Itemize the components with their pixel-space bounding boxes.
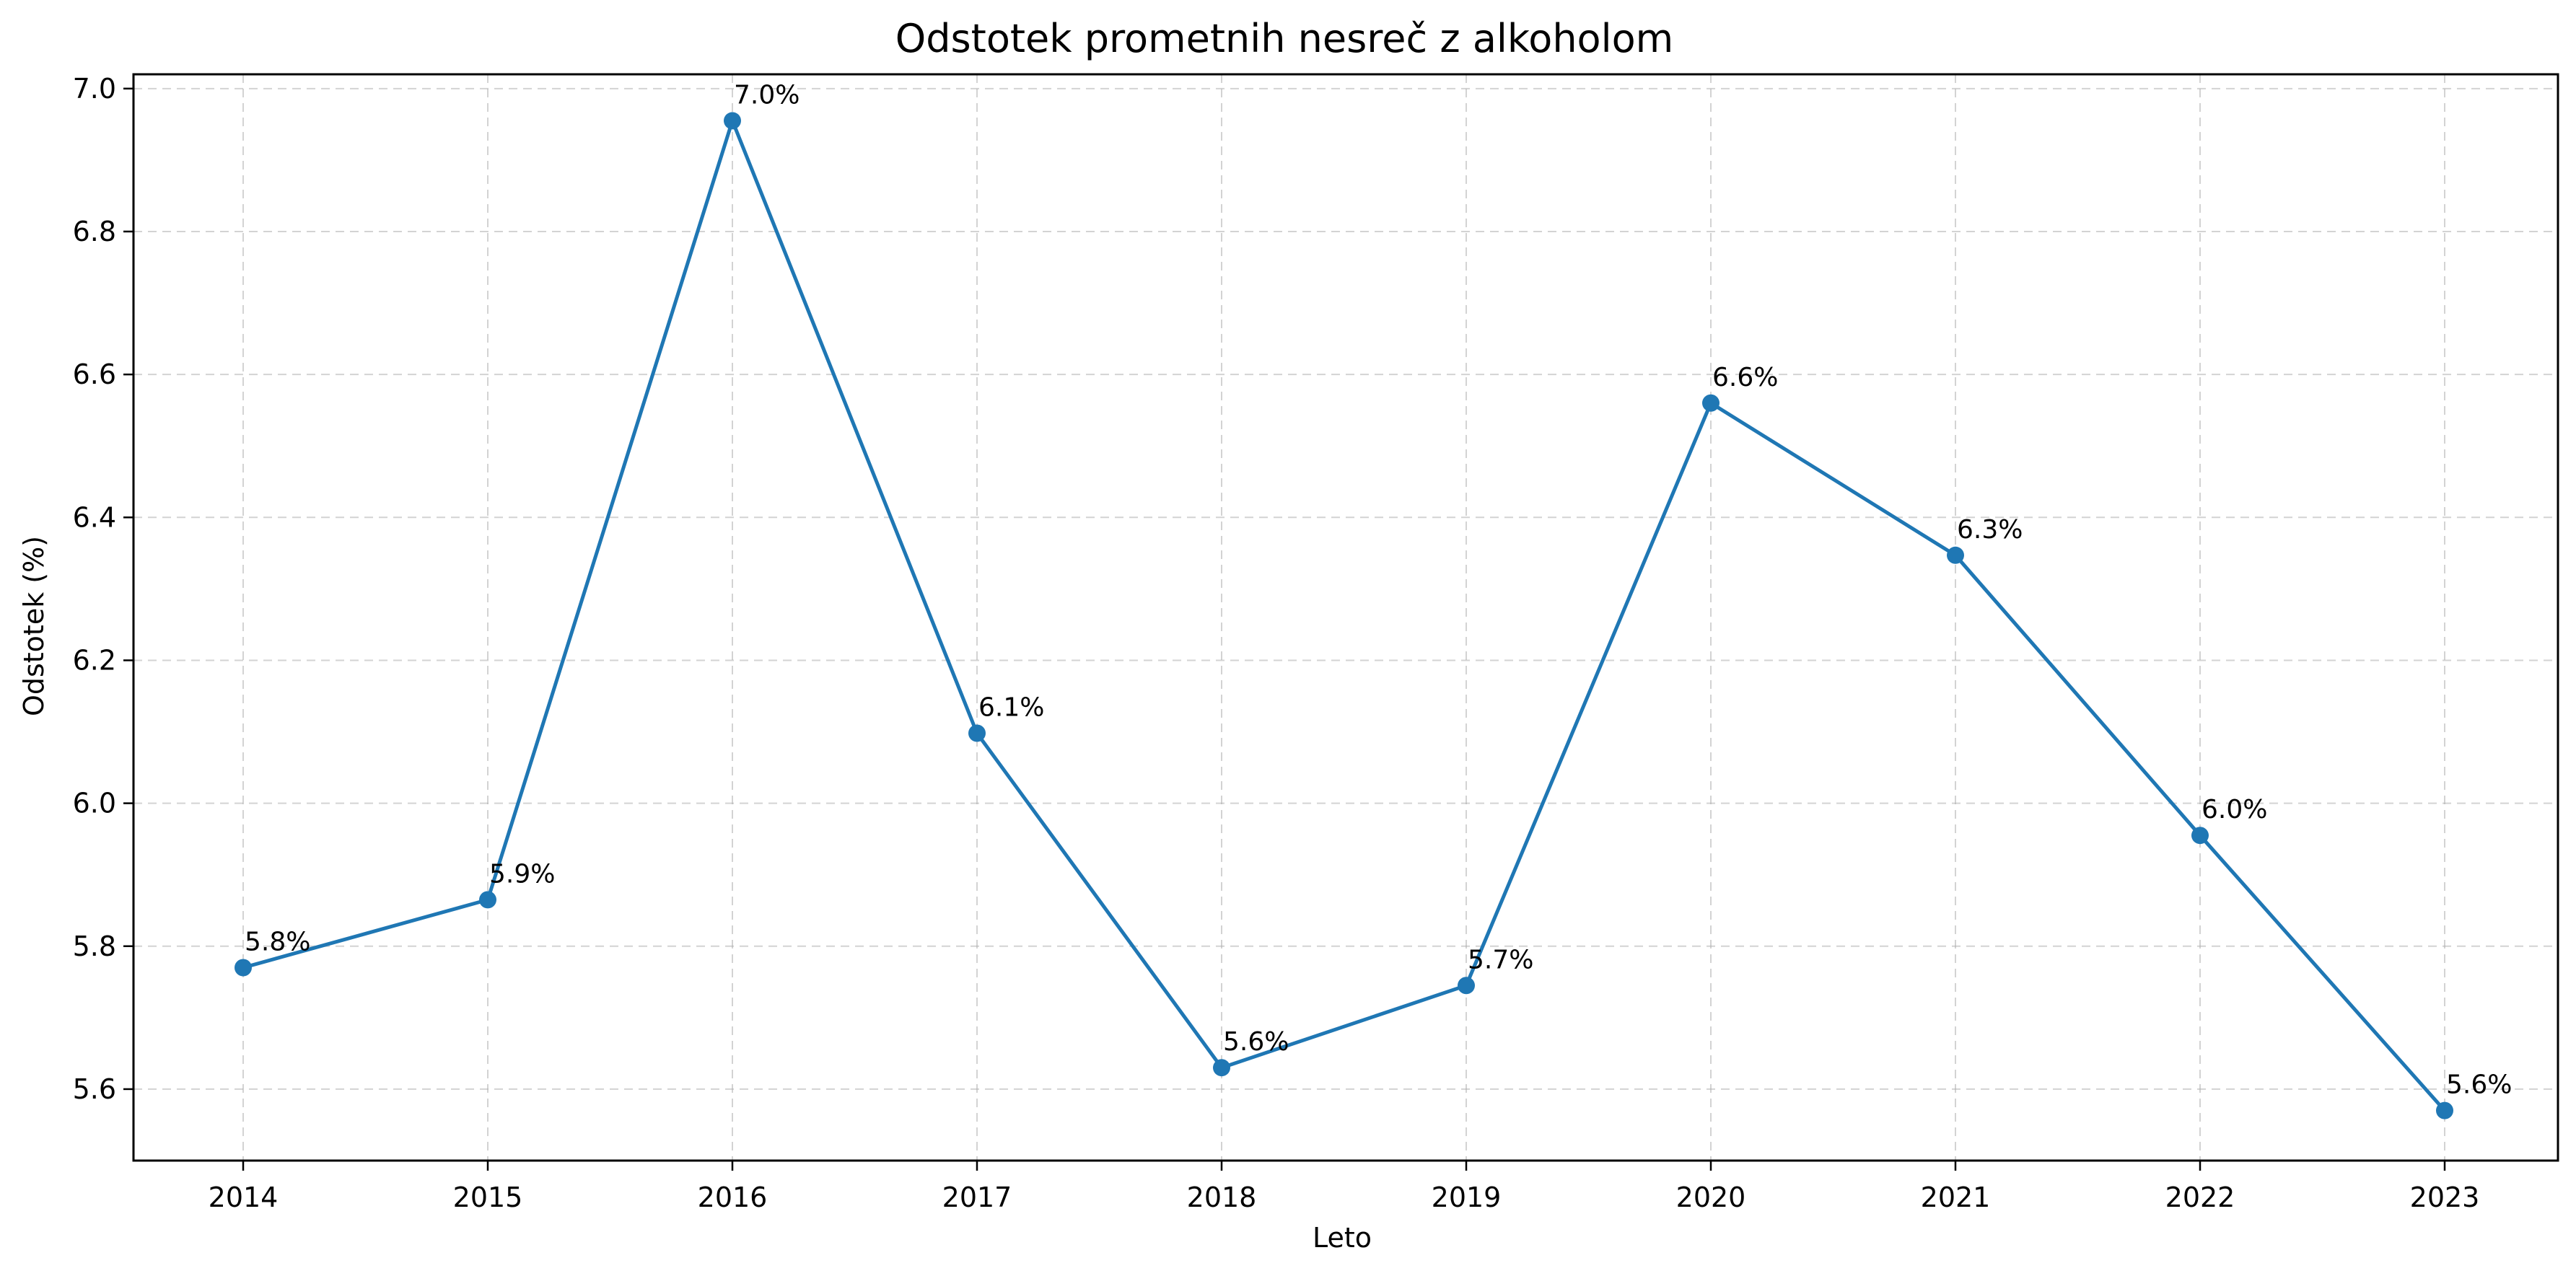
series-line [242, 118, 2446, 1112]
data-label: 6.3% [1957, 515, 2023, 545]
y-tick-label: 5.6 [73, 1073, 116, 1105]
data-point [1213, 1059, 1230, 1077]
x-tick-label: 2021 [1921, 1182, 1991, 1213]
x-tick-label: 2015 [453, 1182, 523, 1213]
data-point [235, 959, 252, 977]
plot-area-frame [132, 73, 2559, 1162]
y-axis-label: Odstotek (%) [18, 536, 50, 716]
grid [133, 74, 2558, 1161]
data-label: 6.0% [2202, 795, 2267, 824]
data-point [1702, 394, 1719, 412]
x-tick-label: 2014 [209, 1182, 279, 1213]
data-label: 6.6% [1712, 363, 1778, 392]
data-label: 5.9% [489, 859, 555, 889]
x-tick-label: 2017 [942, 1182, 1012, 1213]
data-point [724, 112, 741, 130]
x-tick-label: 2016 [698, 1182, 768, 1213]
x-tick-label: 2022 [2165, 1182, 2235, 1213]
data-label: 5.7% [1468, 945, 1533, 974]
axis-ticks: 2014 2015 2016 2017 2018 2019 2020 2021 2022 2023… [73, 73, 2480, 1213]
data-point [2191, 827, 2209, 845]
y-tick-label: 6.2 [73, 644, 116, 676]
x-tick-label: 2020 [1676, 1182, 1746, 1213]
data-label: 6.1% [978, 693, 1044, 723]
series-layer [235, 112, 2453, 1119]
data-point [2436, 1101, 2453, 1119]
chart-title: Odstotek prometnih nesreč z alkoholom [895, 16, 1673, 61]
y-tick-label: 6.4 [73, 501, 116, 533]
x-axis-label: Leto [1313, 1222, 1372, 1254]
data-label: 5.6% [2446, 1070, 2512, 1100]
data-point [479, 891, 496, 909]
data-label: 7.0% [734, 80, 799, 110]
data-labels: 5.8% 5.9% 7.0% 6.1% 5.6% 5.7% 6.6% 6.3% 6.0% 5.6% [245, 80, 2512, 1099]
data-point [968, 724, 986, 742]
data-label: 5.8% [245, 927, 310, 956]
y-tick-label: 6.6 [73, 358, 116, 390]
y-tick-label: 5.8 [73, 930, 116, 962]
x-tick-label: 2023 [2410, 1182, 2480, 1213]
x-tick-label: 2019 [1432, 1182, 1502, 1213]
x-tick-label: 2018 [1187, 1182, 1257, 1213]
data-label: 5.6% [1223, 1027, 1289, 1057]
data-point [1458, 977, 1475, 995]
y-tick-label: 6.0 [73, 788, 116, 819]
y-tick-label: 6.8 [73, 216, 116, 247]
y-tick-label: 7.0 [73, 73, 116, 105]
data-point [1947, 546, 1964, 564]
